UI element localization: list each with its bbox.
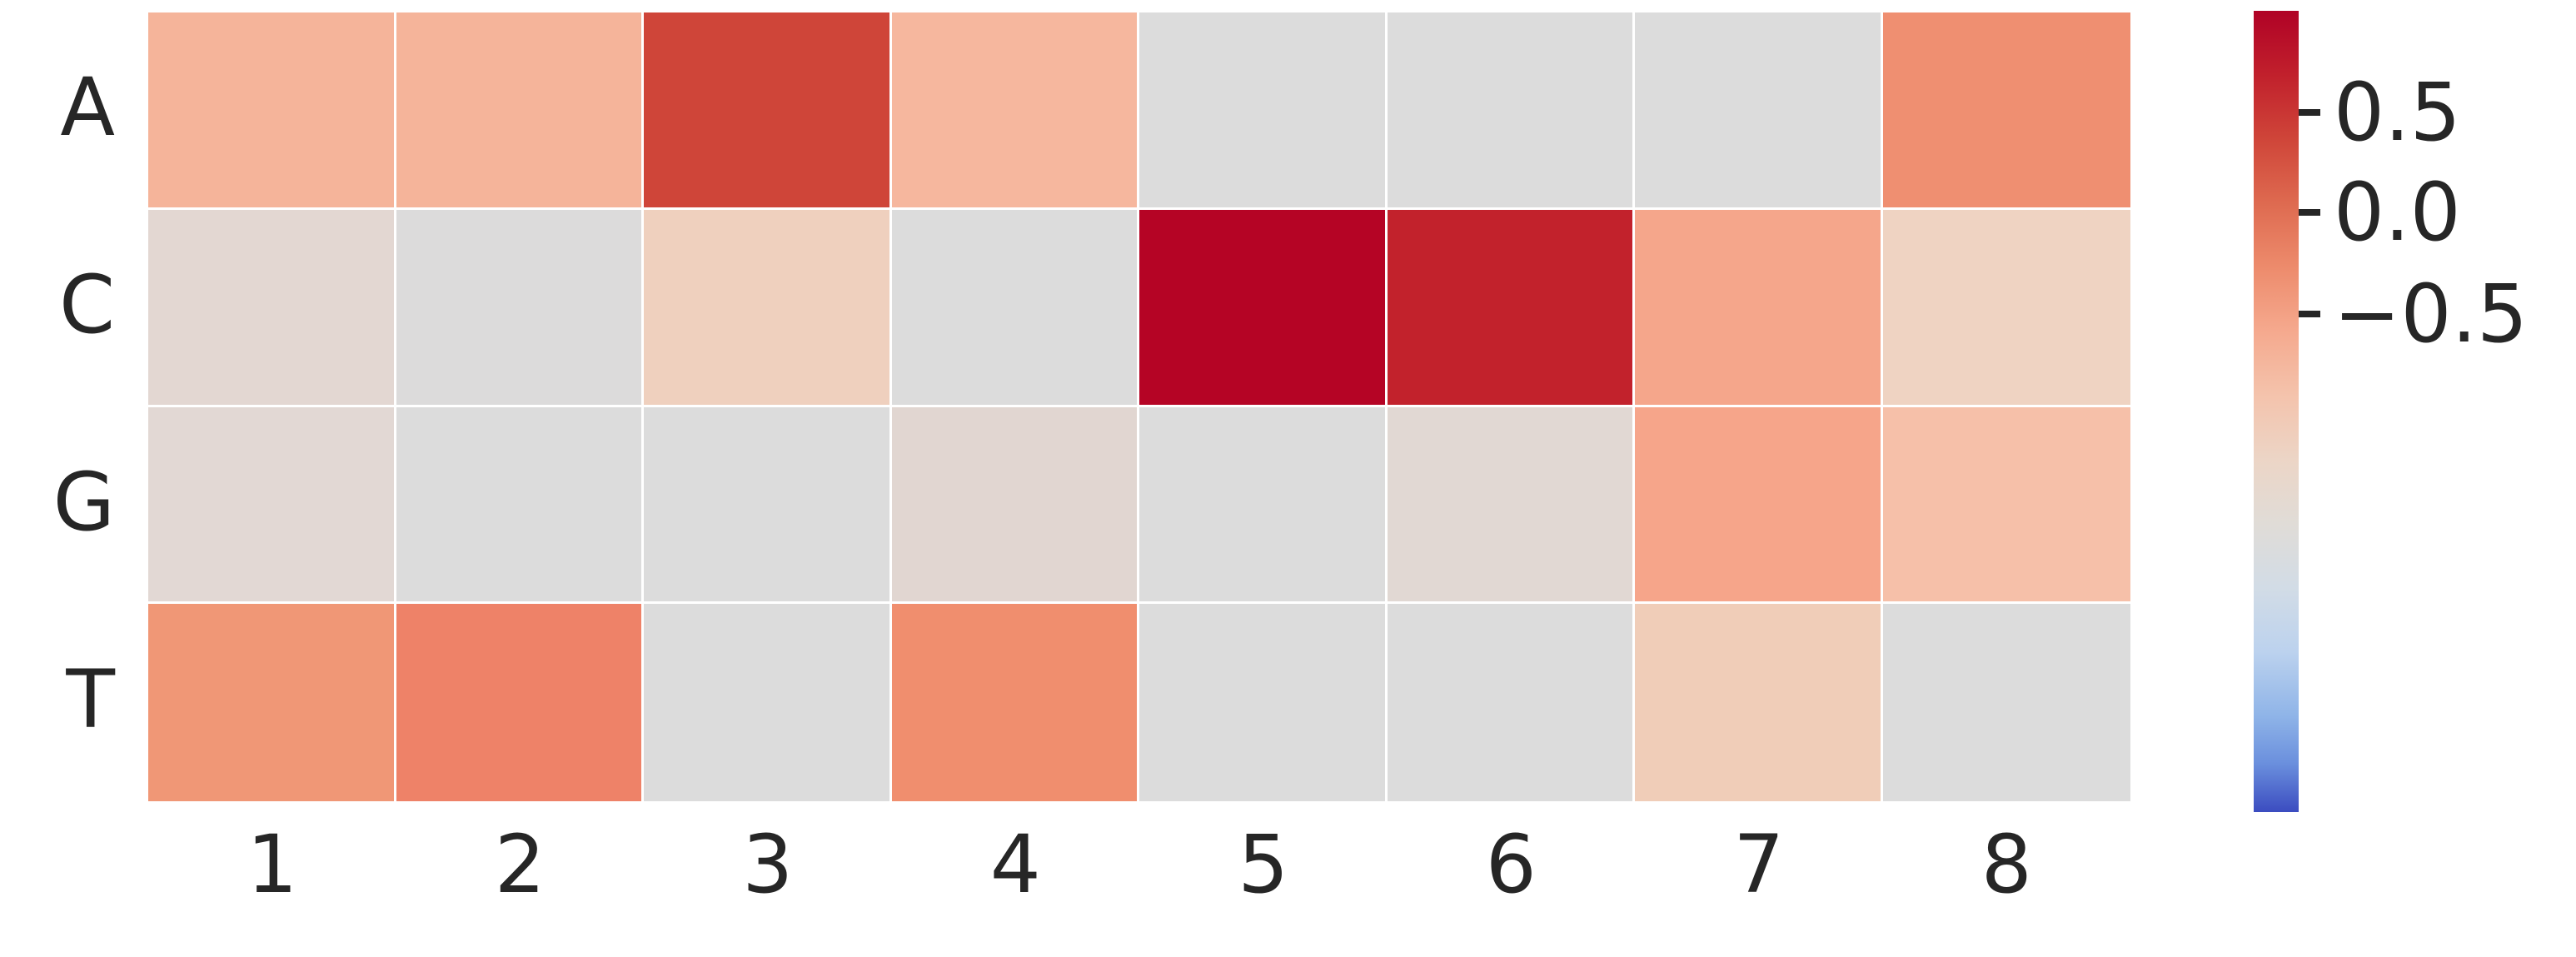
heatmap-cell	[1882, 209, 2130, 407]
x-tick-label-7: 8	[1981, 818, 2032, 911]
heatmap-cell	[1635, 12, 1883, 210]
colorbar-tick-mark	[2299, 109, 2320, 117]
colorbar-tick-label: 0.5	[2334, 66, 2461, 160]
heatmap-cell	[644, 406, 892, 605]
heatmap-cell	[1635, 406, 1883, 605]
heatmap-cell	[1387, 406, 1635, 605]
heatmap-cell	[1387, 12, 1635, 210]
x-tick-label-5: 6	[1485, 818, 1537, 911]
heatmap-cell	[1139, 209, 1388, 407]
heatmap-cell	[1139, 12, 1388, 210]
heatmap-cell	[396, 12, 644, 210]
x-tick-label-4: 5	[1238, 818, 1289, 911]
x-tick-label-1: 2	[494, 818, 546, 911]
heatmap-cell	[148, 604, 396, 801]
colorbar-gradient	[2254, 11, 2299, 812]
heatmap-grid	[148, 12, 2130, 801]
colorbar-tick-label: −0.5	[2334, 267, 2529, 361]
heatmap-cell	[148, 406, 396, 605]
heatmap-cell	[1387, 209, 1635, 407]
heatmap-cell	[1882, 604, 2130, 801]
heatmap-cell	[1387, 604, 1635, 801]
heatmap-cell	[1635, 209, 1883, 407]
heatmap-cell	[891, 604, 1139, 801]
heatmap-cell	[148, 209, 396, 407]
y-axis-tick-labels: A C G T	[0, 12, 133, 801]
heatmap-cell	[644, 604, 892, 801]
colorbar-tick-mark	[2299, 310, 2320, 317]
heatmap-cell	[891, 209, 1139, 407]
heatmap-cell	[644, 209, 892, 407]
y-tick-label-3: T	[66, 652, 115, 746]
heatmap-cell	[1882, 406, 2130, 605]
y-tick-label-2: G	[52, 455, 115, 549]
x-tick-label-6: 7	[1733, 818, 1785, 911]
heatmap-cell	[891, 406, 1139, 605]
heatmap-cell	[148, 12, 396, 210]
heatmap-cell	[1635, 604, 1883, 801]
x-tick-label-2: 3	[742, 818, 794, 911]
y-tick-label-0: A	[60, 61, 115, 155]
heatmap-cell	[891, 12, 1139, 210]
colorbar-tick-label: 0.0	[2334, 166, 2461, 260]
heatmap-cell	[396, 604, 644, 801]
y-tick-label-1: C	[58, 258, 115, 352]
heatmap-cell	[644, 12, 892, 210]
heatmap-cell	[1882, 12, 2130, 210]
x-tick-label-0: 1	[247, 818, 298, 911]
colorbar: 0.5 0.0 −0.5	[2254, 11, 2570, 812]
heatmap-cell	[1139, 604, 1388, 801]
heatmap-cell	[1139, 406, 1388, 605]
colorbar-tick-mark	[2299, 209, 2320, 217]
heatmap-cell	[396, 209, 644, 407]
x-axis-tick-labels: 1 2 3 4 5 6 7 8	[148, 801, 2130, 935]
heatmap-cell	[396, 406, 644, 605]
x-tick-label-3: 4	[989, 818, 1041, 911]
